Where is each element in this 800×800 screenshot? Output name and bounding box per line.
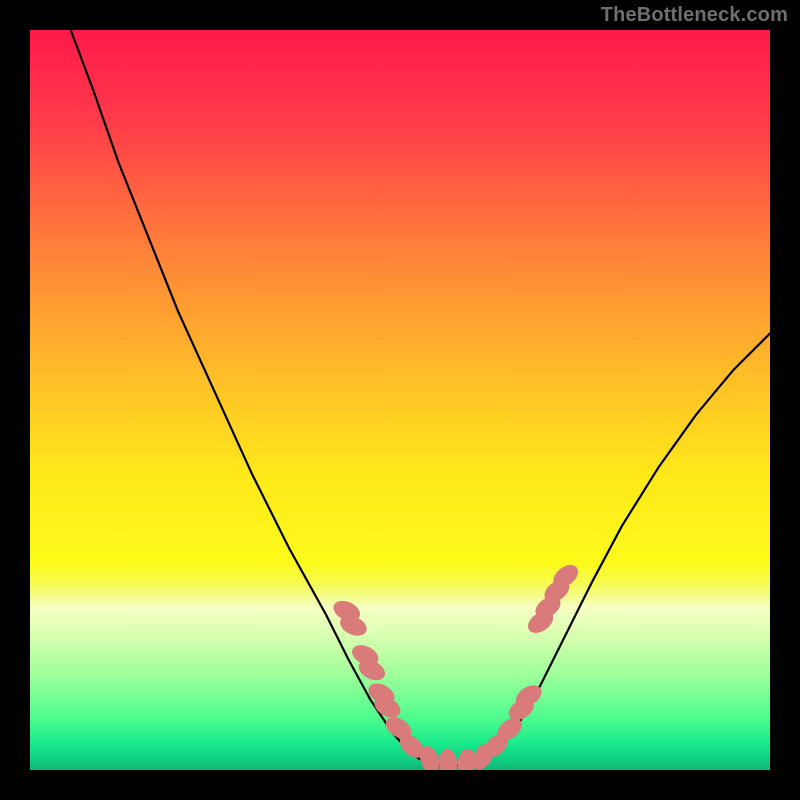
plot-area	[30, 30, 770, 770]
outer-frame: TheBottleneck.com	[0, 0, 800, 800]
watermark-text: TheBottleneck.com	[601, 4, 788, 27]
chart-svg	[30, 30, 770, 770]
gradient-background	[30, 30, 770, 770]
